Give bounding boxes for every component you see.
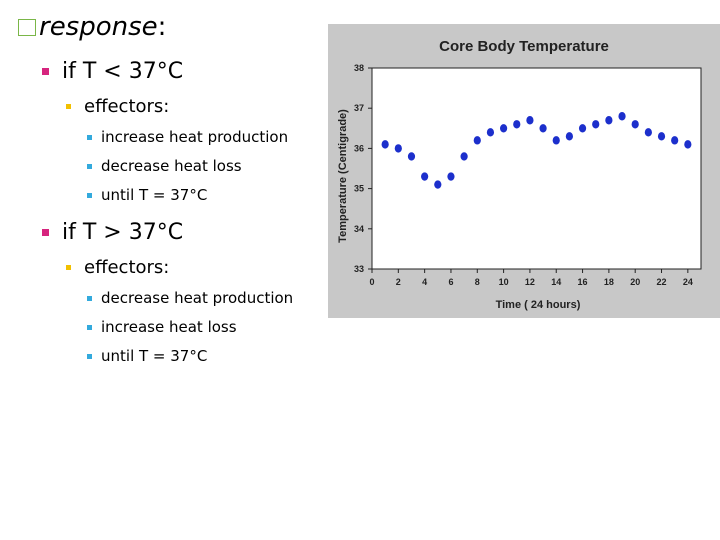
x-tick-label: 22 [657, 277, 667, 287]
y-tick-label: 34 [354, 224, 364, 234]
data-point [407, 152, 416, 161]
data-point [644, 128, 652, 137]
title-word: response [39, 12, 158, 42]
list-item-text: increase heat production [101, 128, 289, 146]
data-point [605, 116, 613, 125]
data-point [381, 140, 389, 149]
list-item-text: decrease heat loss [101, 157, 242, 175]
condition-bullet-high: if T > 37°C [42, 217, 183, 247]
data-point [578, 124, 587, 133]
list-item-text: decrease heat production [101, 289, 294, 307]
slide-title: response : [18, 10, 166, 44]
data-point [631, 120, 639, 129]
y-axis-ticks: 33 34 35 36 37 38 [354, 63, 372, 274]
data-point [684, 140, 692, 149]
list-item-text: increase heat loss [101, 318, 237, 336]
list-item: until T = 37°C [87, 185, 207, 205]
data-point [500, 124, 508, 133]
x-tick-label: 6 [448, 277, 453, 287]
data-point [592, 120, 600, 129]
chart-title: Core Body Temperature [439, 38, 609, 55]
list-item: decrease heat production [87, 288, 293, 308]
data-point [513, 120, 521, 129]
list-item: increase heat production [87, 127, 288, 147]
data-point [565, 132, 573, 141]
data-point [618, 112, 626, 121]
x-tick-label: 0 [369, 277, 374, 287]
list-item-text: until T = 37°C [101, 186, 208, 204]
x-tick-label: 8 [475, 277, 480, 287]
x-tick-label: 20 [630, 277, 640, 287]
x-tick-label: 10 [499, 277, 509, 287]
blue-bullet-icon [87, 192, 92, 198]
list-item: decrease heat loss [87, 156, 242, 176]
list-item-text: until T = 37°C [101, 347, 208, 365]
x-axis-ticks: 0 2 4 6 8 10 12 14 16 18 20 22 24 [369, 269, 693, 287]
blue-bullet-icon [87, 134, 92, 140]
y-tick-label: 36 [354, 143, 364, 153]
data-point [671, 136, 679, 145]
condition-text: if T > 37°C [62, 219, 184, 245]
x-tick-label: 24 [683, 277, 693, 287]
data-points [381, 112, 692, 189]
y-tick-label: 33 [354, 264, 364, 274]
effectors-bullet: effectors: [66, 94, 169, 118]
blue-bullet-icon [87, 353, 92, 359]
y-tick-label: 38 [354, 63, 364, 73]
y-tick-label: 37 [354, 103, 364, 113]
x-tick-label: 4 [422, 277, 427, 287]
yellow-bullet-icon [66, 264, 71, 270]
blue-bullet-icon [87, 163, 92, 169]
list-item: increase heat loss [87, 317, 237, 337]
data-point [526, 116, 534, 125]
magenta-bullet-icon [42, 67, 49, 75]
yellow-bullet-icon [66, 103, 71, 109]
title-colon: : [157, 12, 167, 42]
magenta-bullet-icon [42, 228, 49, 236]
x-tick-label: 16 [578, 277, 588, 287]
plot-area [371, 67, 702, 270]
condition-text: if T < 37°C [62, 58, 184, 84]
data-point [421, 172, 429, 181]
x-tick-label: 2 [396, 277, 401, 287]
data-point [460, 152, 468, 161]
data-point [447, 172, 455, 181]
x-axis-label: Time ( 24 hours) [496, 299, 581, 311]
effectors-label: effectors: [84, 95, 170, 117]
data-point [473, 136, 481, 145]
list-item: until T = 37°C [87, 346, 207, 366]
y-tick-label: 35 [354, 184, 364, 194]
condition-bullet-low: if T < 37°C [42, 56, 183, 86]
data-point [394, 144, 402, 153]
x-tick-label: 12 [525, 277, 535, 287]
x-tick-label: 18 [604, 277, 614, 287]
blue-bullet-icon [87, 324, 92, 330]
checkbox-bullet-icon [18, 18, 36, 36]
data-point [434, 180, 442, 189]
data-point [486, 128, 495, 137]
data-point [552, 136, 560, 145]
blue-bullet-icon [87, 295, 92, 301]
effectors-label: effectors: [84, 256, 170, 278]
x-tick-label: 14 [551, 277, 561, 287]
data-point [657, 132, 666, 141]
y-axis-label: Temperature (Centigrade) [337, 109, 349, 243]
data-point [539, 124, 547, 133]
effectors-bullet: effectors: [66, 255, 169, 279]
